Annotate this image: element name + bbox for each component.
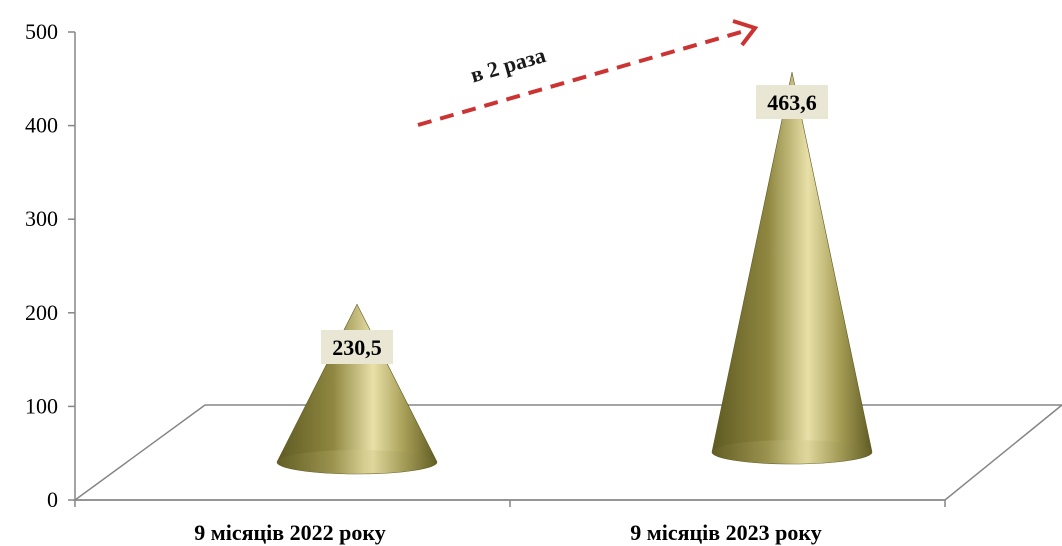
data-label-box [756,85,828,119]
y-tick-label: 100 [25,393,58,418]
cone-body [276,303,438,475]
data-label-box [321,330,393,364]
floor-plane [72,404,1062,501]
cone-bar: 230,5 [276,303,438,475]
y-tick-label: 500 [25,19,58,44]
y-tick-label: 0 [47,487,58,512]
y-tick-label: 300 [25,206,58,231]
y-tick-label: 200 [25,300,58,325]
y-tick-label: 400 [25,113,58,138]
data-label: 230,5 [332,335,382,360]
data-label: 463,6 [767,90,817,115]
cone-base [712,440,872,464]
cone-body [711,72,873,465]
x-category-label: 9 місяців 2022 року [194,520,386,545]
growth-arrow [417,19,759,127]
cone-bar: 463,6 [711,72,873,465]
cone-base [277,450,437,474]
growth-annotation: в 2 раза [467,42,548,87]
x-category-label: 9 місяців 2023 року [630,520,822,545]
